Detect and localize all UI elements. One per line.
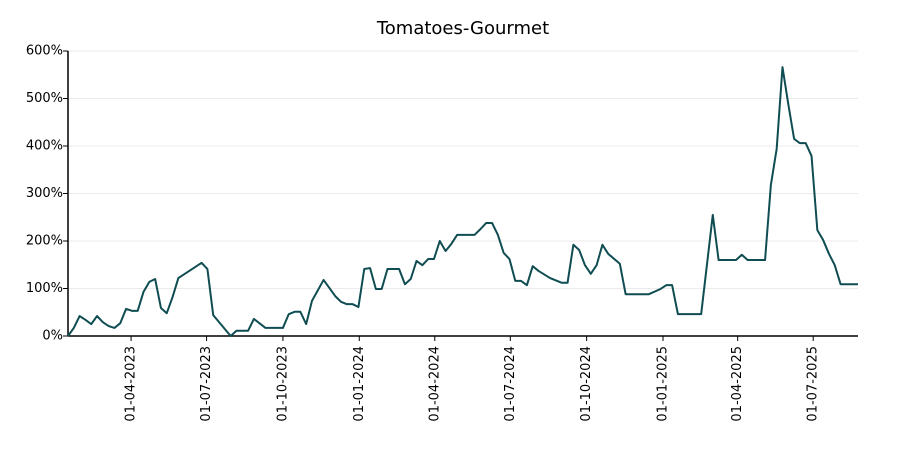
- y-tick-label: 500%: [26, 91, 63, 106]
- x-tick-label: 01-01-2025: [655, 346, 670, 422]
- x-tick-label: 01-07-2023: [199, 346, 214, 422]
- y-tick-label: 300%: [26, 186, 63, 201]
- x-tick-label: 01-10-2023: [275, 346, 290, 422]
- data-line: [67, 66, 858, 337]
- y-tick-label: 200%: [26, 234, 63, 249]
- y-tick-label: 400%: [26, 139, 63, 154]
- chart-title: Tomatoes-Gourmet: [376, 18, 549, 39]
- y-tick-label: 600%: [26, 44, 63, 59]
- x-tick-label: 01-04-2024: [427, 346, 442, 422]
- x-tick-label: 01-01-2024: [352, 346, 367, 422]
- x-tick-label: 01-10-2024: [579, 346, 594, 422]
- x-tick-label: 01-07-2025: [806, 346, 821, 422]
- x-tick-label: 01-04-2023: [124, 346, 139, 422]
- y-tick-label: 0%: [42, 329, 63, 344]
- x-tick-label: 01-07-2024: [503, 346, 518, 422]
- x-tick-label: 01-04-2025: [730, 346, 745, 422]
- y-tick-label: 100%: [26, 281, 63, 296]
